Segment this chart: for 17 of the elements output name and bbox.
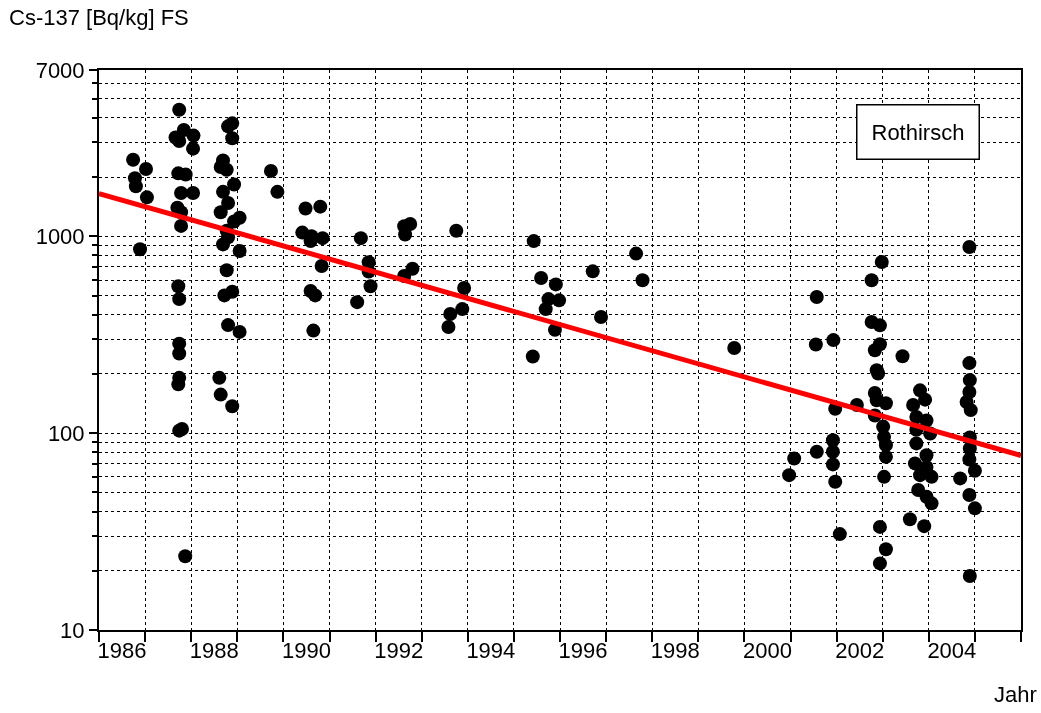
x-tick-label: 1986 [97, 638, 147, 664]
y-tick-label: 100 [47, 420, 85, 446]
x-tick-label: 1998 [650, 638, 700, 664]
x-tick-label: 1996 [558, 638, 608, 664]
x-tick-label: 1988 [189, 638, 239, 664]
y-tick-label: 1000 [35, 224, 85, 250]
x-tick-label: 1992 [374, 638, 424, 664]
x-tick-label: 2000 [742, 638, 792, 664]
y-tick-label: 10 [60, 617, 85, 643]
y-axis-title: Cs-137 [Bq/kg] FS [9, 5, 189, 30]
x-axis-title: Jahr [994, 682, 1037, 707]
y-tick-label: 7000 [35, 57, 85, 83]
x-tick-label: 1994 [466, 638, 516, 664]
x-tick-label: 2004 [927, 638, 977, 664]
x-tick-label: 1990 [281, 638, 331, 664]
annotation: Rothirsch [871, 119, 965, 145]
x-tick-label: 2002 [835, 638, 885, 664]
